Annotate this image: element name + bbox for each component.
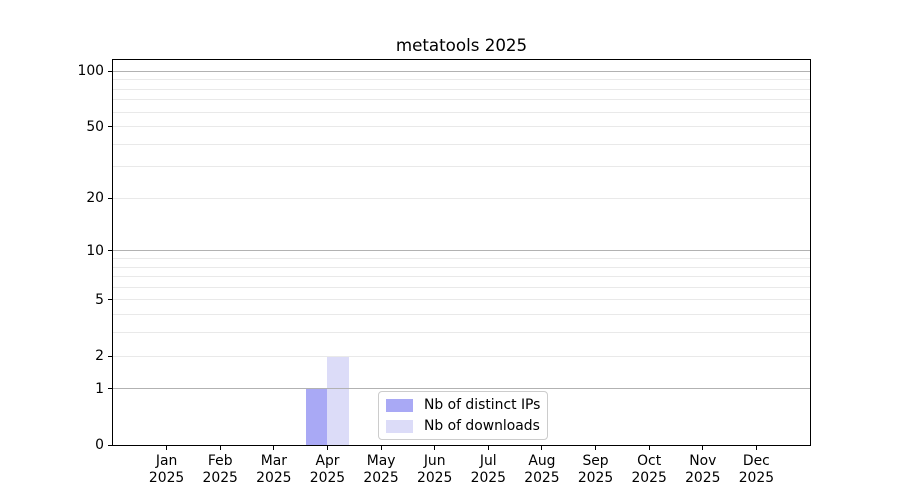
bar (327, 356, 349, 445)
x-tick-mark (273, 446, 275, 450)
gridline-major (113, 250, 810, 252)
x-tick-mark (219, 446, 221, 450)
x-tick-label: Dec 2025 (738, 453, 775, 486)
x-tick-mark (648, 446, 650, 450)
y-tick-label: 5 (95, 291, 104, 308)
y-tick-mark (108, 197, 113, 199)
y-tick-mark (108, 299, 113, 301)
legend-label: Nb of downloads (424, 418, 540, 434)
y-tick-label: 50 (86, 118, 104, 135)
x-tick-label: Jul 2025 (470, 453, 506, 486)
x-tick-mark (326, 446, 328, 450)
x-tick-label: Oct 2025 (631, 453, 667, 486)
gridline-minor (113, 276, 810, 278)
x-tick-label: Sep 2025 (577, 453, 614, 486)
x-tick-mark (702, 446, 704, 450)
gridline-minor (113, 299, 810, 301)
y-tick-mark (108, 355, 113, 357)
legend: Nb of distinct IPs Nb of downloads (378, 391, 549, 440)
gridline-minor (113, 314, 810, 316)
gridline-minor (113, 99, 810, 101)
gridline-minor (113, 197, 810, 199)
y-tick-label: 1 (95, 380, 104, 397)
x-tick-label: Apr 2025 (309, 453, 346, 486)
y-tick-mark (108, 126, 113, 128)
x-tick-label: Jun 2025 (417, 453, 453, 486)
x-tick-mark (166, 446, 168, 450)
x-tick-mark (434, 446, 436, 450)
gridline-major (113, 388, 810, 390)
chart-title: metatools 2025 (395, 35, 528, 55)
gridline-minor (113, 166, 810, 168)
y-tick-mark (108, 444, 113, 446)
legend-label: Nb of distinct IPs (424, 397, 541, 413)
x-tick-mark (487, 446, 489, 450)
gridline-minor (113, 126, 810, 128)
legend-row: Nb of downloads (386, 418, 540, 434)
x-tick-mark (380, 446, 382, 450)
gridline-minor (113, 79, 810, 81)
gridline-minor (113, 258, 810, 259)
x-tick-label: Jan 2025 (148, 453, 185, 486)
gridline-minor (113, 111, 810, 113)
gridline-minor (113, 88, 810, 90)
gridline-minor (113, 143, 810, 145)
y-tick-label: 0 (95, 437, 104, 453)
gridline-minor (113, 266, 810, 268)
y-tick-mark (108, 250, 113, 252)
bar (306, 388, 328, 445)
y-tick-label: 100 (77, 63, 104, 80)
y-tick-mark (108, 70, 113, 72)
legend-row: Nb of distinct IPs (386, 397, 540, 413)
x-tick-label: Nov 2025 (685, 453, 721, 486)
gridline-minor (113, 332, 810, 334)
y-tick-mark (108, 388, 113, 390)
x-tick-label: Aug 2025 (524, 453, 560, 486)
x-tick-label: May 2025 (363, 453, 399, 486)
legend-swatch (386, 419, 413, 433)
x-tick-mark (595, 446, 597, 450)
gridline-major (113, 70, 810, 72)
x-tick-mark (541, 446, 543, 450)
y-tick-label: 10 (86, 242, 104, 259)
x-tick-mark (755, 446, 757, 450)
y-tick-label: 20 (86, 190, 104, 207)
plot-area: Nb of distinct IPs Nb of downloads (112, 59, 811, 446)
y-tick-label: 2 (95, 348, 104, 365)
x-tick-label: Mar 2025 (256, 453, 292, 486)
legend-swatch (386, 398, 413, 412)
gridline-minor (113, 355, 810, 357)
x-tick-label: Feb 2025 (202, 453, 238, 486)
gridline-minor (113, 286, 810, 288)
